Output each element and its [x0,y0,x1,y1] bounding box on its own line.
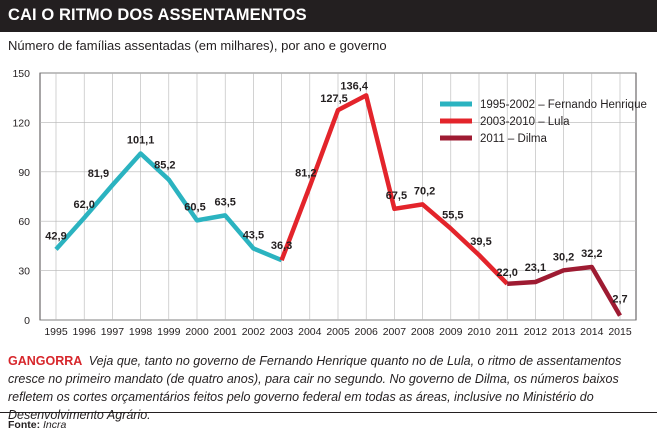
chart-title: CAI O RITMO DOS ASSENTAMENTOS [8,6,307,24]
title-bar: CAI O RITMO DOS ASSENTAMENTOS [0,0,657,32]
legend: 1995-2002 – Fernando Henrique 2003-2010 –… [440,99,647,145]
data-label: 30,2 [553,251,574,263]
series-line [507,264,622,317]
x-tick-label: 1999 [157,326,181,338]
x-tick-label: 2006 [355,326,379,338]
x-tick-label: 1998 [129,326,153,338]
data-label: 32,2 [581,248,602,260]
y-tick-label: 60 [18,216,30,228]
y-tick-label: 120 [12,117,30,129]
data-label: 136,4 [340,80,368,92]
data-label: 101,1 [127,135,155,147]
x-tick-label: 2011 [496,326,519,338]
data-label: 63,5 [214,196,235,208]
x-tick-label: 2002 [242,326,266,338]
x-tick-label: 2010 [467,326,491,338]
data-label: 67,5 [386,190,407,202]
x-tick-label: 1996 [73,326,97,338]
x-tick-label: 2007 [383,326,407,338]
data-label: 42,9 [45,230,66,242]
data-label: 39,5 [470,236,491,248]
data-label: 62,0 [73,199,94,211]
series-line [279,93,509,286]
source-label: Fonte: [8,419,41,431]
caption: GANGORRA Veja que, tanto no governo de F… [8,352,652,424]
legend-label: 2003-2010 – Lula [480,116,570,128]
legend-label: 1995-2002 – Fernando Henrique [480,99,647,111]
data-label: 36,3 [271,240,292,252]
chart-subtitle: Número de famílias assentadas (em milhar… [8,38,387,53]
x-tick-label: 2014 [580,326,604,338]
x-tick-label: 2005 [326,326,350,338]
data-label: 127,5 [320,93,348,105]
line-chart: 0 30 60 90 120 150 1995 1996 1997 1998 1999 2000 20… [12,68,647,338]
x-tick-label: 2000 [185,326,209,338]
x-tick-label: 1995 [44,326,68,338]
x-tick-label: 1997 [101,326,125,338]
data-label: 23,1 [525,262,546,274]
x-tick-label: 2003 [270,326,294,338]
x-tick-label: 2009 [439,326,463,338]
caption-kicker: GANGORRA [8,354,83,368]
data-label: 43,5 [243,229,264,241]
data-label: 2,7 [612,294,627,306]
data-label: 55,5 [442,210,463,222]
x-tick-label: 2008 [411,326,435,338]
x-tick-label: 2012 [524,326,548,338]
data-label: 81,9 [88,168,109,180]
divider [0,412,657,413]
data-label: 22,0 [496,267,517,279]
data-label: 70,2 [414,185,435,197]
data-labels: 42,9 62,0 81,9 101,1 85,2 60,5 63,5 43,5 36,3 81,… [45,80,627,305]
y-tick-label: 30 [18,266,30,278]
source-value: Incra [43,419,67,431]
data-label: 85,2 [154,160,175,172]
series-line [54,151,283,263]
x-tick-label: 2015 [608,326,632,338]
y-axis-ticks: 0 30 60 90 120 150 [12,68,30,327]
series-lines [54,93,622,317]
x-tick-label: 2004 [298,326,322,338]
y-tick-label: 150 [12,68,30,80]
caption-text: Veja que, tanto no governo de Fernando H… [8,354,622,422]
source: Fonte: Incra [8,419,66,431]
x-tick-label: 2001 [214,326,238,338]
y-tick-label: 90 [18,167,30,179]
data-label: 81,2 [295,167,316,179]
x-tick-label: 2013 [552,326,576,338]
legend-label: 2011 – Dilma [480,133,548,145]
data-label: 60,5 [184,201,205,213]
y-tick-label: 0 [24,315,30,327]
x-axis-ticks: 1995 1996 1997 1998 1999 2000 2001 2002 2003 2004… [44,326,632,338]
